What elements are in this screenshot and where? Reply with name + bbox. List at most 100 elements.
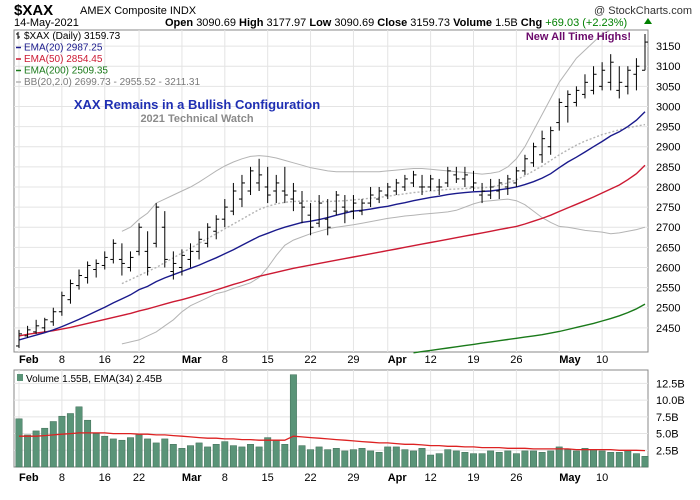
ohlc-bar <box>221 199 228 228</box>
volume-bar <box>127 437 134 468</box>
volume-bar <box>161 438 169 468</box>
legend-bar-icon <box>16 32 20 39</box>
date-tick-label-volume: 22 <box>304 472 316 484</box>
volume-bar <box>195 442 203 468</box>
volume-tick-label: 2.5B <box>656 445 679 457</box>
volume-bar <box>444 449 452 468</box>
ohlc-bar <box>110 239 117 264</box>
volume-bar <box>264 437 272 468</box>
ohlc-bar <box>24 325 31 338</box>
date-tick-label-volume: 26 <box>510 472 522 484</box>
volume-bar <box>495 452 503 468</box>
ohlc-bar <box>196 231 203 260</box>
volume-bar <box>358 448 366 468</box>
ohlc-bar <box>410 170 417 187</box>
volume-bar <box>58 415 66 468</box>
date-tick-label: Mar <box>182 354 202 366</box>
legend-entry: EMA(200) 2509.35 <box>24 66 108 77</box>
ema50-line <box>18 164 646 337</box>
volume-bar <box>375 452 383 468</box>
volume-bar <box>289 374 297 468</box>
volume-bar <box>572 450 580 468</box>
legend-entry: BB(20,2.0) 2699.73 - 2955.52 - 3211.31 <box>24 77 200 88</box>
volume-legend-entry: Volume 1.55B, EMA(34) 2.45B <box>26 374 163 385</box>
volume-bar <box>75 406 83 468</box>
ohlc-bar <box>539 130 546 163</box>
quote-date: 14-May-2021 <box>14 17 79 29</box>
ohlc-bar <box>556 98 563 131</box>
volume-bar <box>367 450 375 468</box>
volume-value: 1.5B <box>495 17 518 29</box>
ohlc-bar <box>127 251 134 272</box>
volume-bar <box>624 450 632 468</box>
ohlc-bar <box>324 199 331 236</box>
ohlc-bar <box>607 54 614 91</box>
ohlc-bar <box>273 174 280 204</box>
price-tick-label: 2850 <box>656 162 680 174</box>
volume-bar <box>307 449 314 468</box>
volume-bar <box>221 441 229 468</box>
date-tick-label: 22 <box>133 354 145 366</box>
ohlc-bar <box>187 243 194 268</box>
ohlc-bar <box>341 195 348 224</box>
legend-entry: EMA(50) 2854.45 <box>24 54 103 65</box>
price-tick-label: 2650 <box>656 242 680 254</box>
ohlc-bar <box>256 158 263 191</box>
date-tick-label: May <box>559 354 581 366</box>
date-tick-label: Feb <box>19 354 39 366</box>
volume-bar <box>512 453 520 468</box>
bb-lower-band <box>121 198 646 345</box>
volume-bar <box>15 418 23 468</box>
annotation-title: XAX Remains in a Bullish Configuration <box>74 97 320 112</box>
ohlc-bar <box>307 203 314 236</box>
volume-bar <box>384 446 392 468</box>
volume-bar <box>452 450 460 468</box>
ohlc-bar <box>633 58 640 91</box>
volume-bar <box>135 434 143 468</box>
bb-middle-band <box>121 123 646 285</box>
date-tick-label: 29 <box>347 354 359 366</box>
ohlc-bar <box>58 291 65 316</box>
volume-bar <box>281 444 289 468</box>
volume-tick-label: 5.0B <box>656 429 679 441</box>
volume-bar <box>461 452 469 468</box>
legend-entry: $XAX (Daily) 3159.73 <box>24 31 121 42</box>
date-tick-label: 10 <box>596 354 608 366</box>
ohlc-bar <box>487 178 494 200</box>
date-tick-label-volume: 12 <box>424 472 436 484</box>
volume-bar <box>521 450 529 468</box>
ohlc-bar <box>93 259 100 278</box>
volume-tick-label: 12.5B <box>656 378 685 390</box>
price-panel <box>13 29 649 353</box>
price-tick-label: 2500 <box>656 303 680 315</box>
ohlc-bar <box>367 186 374 208</box>
volume-bar <box>435 453 443 468</box>
date-tick-label: Apr <box>388 354 408 366</box>
ohlc-bar <box>530 142 537 167</box>
ohlc-bar <box>504 174 511 196</box>
ema200-line <box>413 303 646 354</box>
annotation-ath: New All Time Highs! <box>526 31 631 43</box>
ohlc-bar <box>67 279 74 304</box>
ohlc-bar <box>624 66 631 95</box>
volume-bar <box>315 446 323 468</box>
low-value: 3090.69 <box>334 17 375 29</box>
date-tick-label-volume: 19 <box>467 472 479 484</box>
price-tick-label: 3050 <box>656 81 680 93</box>
ohlc-bar <box>513 166 520 187</box>
ohlc-bar <box>496 178 503 200</box>
volume-bar <box>418 448 426 468</box>
date-tick-label-volume: 10 <box>596 472 608 484</box>
volume-bar <box>607 452 615 468</box>
price-tick-label: 2950 <box>656 122 680 134</box>
ohlc-bar <box>33 319 40 334</box>
price-tick-label: 2800 <box>656 182 680 194</box>
ohlc-bar <box>161 211 168 268</box>
ohlc-bar <box>479 182 486 204</box>
volume-bar <box>341 450 349 468</box>
volume-bar <box>564 449 572 468</box>
volume-bar <box>109 438 117 468</box>
volume-label: Volume <box>453 17 493 29</box>
ohlc-bar <box>101 251 108 270</box>
